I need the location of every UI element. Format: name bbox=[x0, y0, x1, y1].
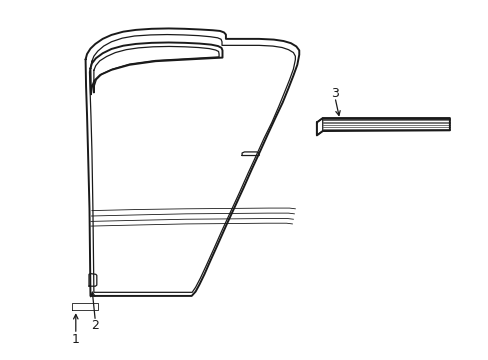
Text: 2: 2 bbox=[91, 319, 99, 332]
Text: 3: 3 bbox=[330, 87, 338, 100]
Text: 1: 1 bbox=[72, 333, 80, 346]
